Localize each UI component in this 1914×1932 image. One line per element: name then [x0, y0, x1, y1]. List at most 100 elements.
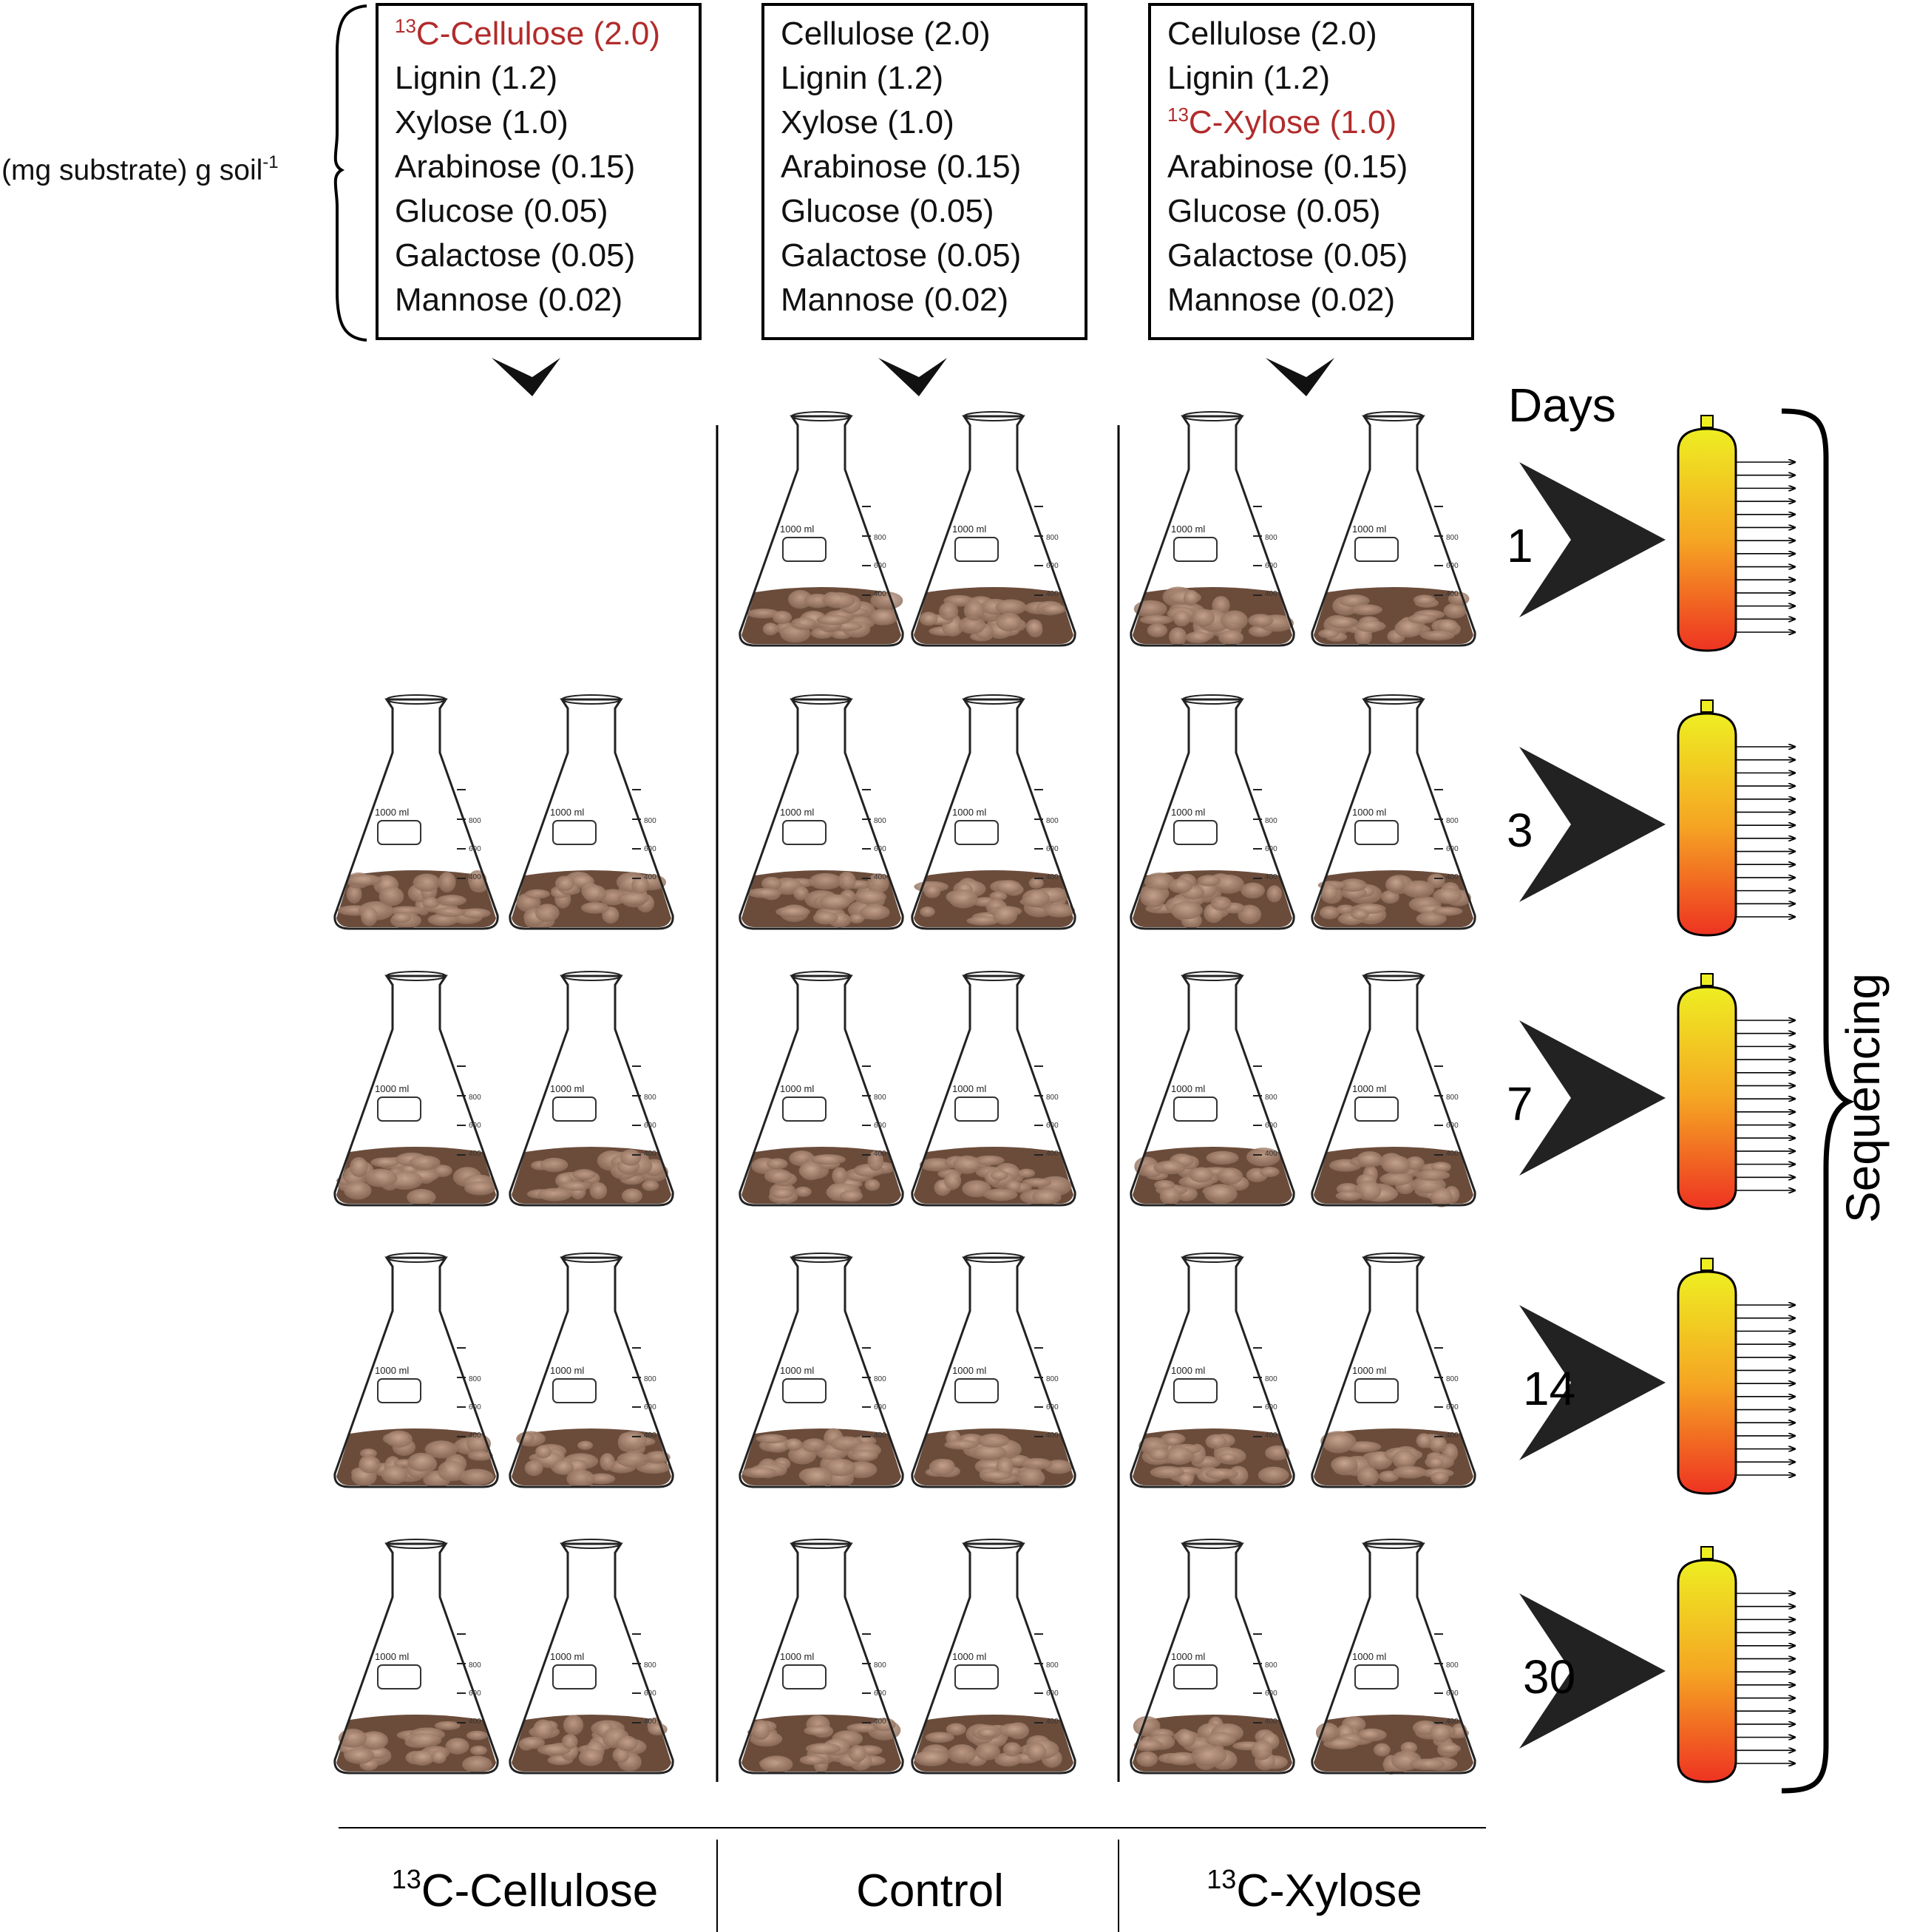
substrate-line: 13C-Xylose (1.0) [1167, 104, 1397, 140]
substrate-line: Glucose (0.05) [395, 193, 608, 229]
timeline-row-7: 7 [1507, 973, 1795, 1210]
flask-tick-label: 600 [874, 562, 886, 570]
flask: 800 600 400 1000 ml [739, 411, 904, 647]
substrate-line: Galactose (0.05) [1167, 237, 1408, 274]
flask-tick-label: 400 [1046, 1718, 1059, 1726]
flask: 800 600 400 1000 ml [509, 971, 674, 1207]
flask-volume-label: 1000 ml [952, 1365, 986, 1376]
flask-tick-label: 600 [874, 1403, 886, 1411]
flask-tick-label: 800 [874, 534, 886, 542]
timeline-row-1: 1 [1507, 415, 1795, 652]
flask-tick-label: 800 [1046, 534, 1059, 542]
flask-tick-label: 600 [469, 845, 481, 853]
flask-volume-label: 1000 ml [952, 1083, 986, 1094]
left-curly-brace [333, 4, 367, 342]
day-label: 3 [1507, 804, 1533, 857]
flask: 800 600 400 1000 ml [509, 1539, 674, 1775]
flask: 800 600 400 1000 ml [509, 1253, 674, 1488]
day-label: 30 [1523, 1650, 1575, 1704]
flask-tick-label: 800 [469, 817, 481, 825]
flask-volume-label: 1000 ml [952, 1651, 986, 1662]
substrate-line: Galactose (0.05) [395, 237, 635, 274]
flask-tick-label: 800 [874, 1094, 886, 1102]
flask-tick-label: 600 [1446, 1689, 1459, 1698]
flask-tick-label: 400 [469, 1718, 481, 1726]
soil [1314, 870, 1473, 927]
substrate-line: Lignin (1.2) [781, 60, 943, 96]
flask-tick-label: 600 [644, 1403, 656, 1411]
flask-tick-label: 400 [874, 873, 886, 881]
flask: 800 600 400 1000 ml [1130, 971, 1295, 1207]
substrate-line: Mannose (0.02) [1167, 282, 1395, 318]
flask-tick-label: 400 [469, 873, 481, 881]
flask: 800 600 400 1000 ml [1130, 411, 1295, 647]
day-arrow [1519, 1593, 1666, 1749]
flask-volume-label: 1000 ml [780, 1083, 814, 1094]
soil [741, 1147, 901, 1204]
substrate-line: Glucose (0.05) [781, 193, 994, 229]
flask-tick-label: 600 [1446, 845, 1459, 853]
soil [512, 1147, 671, 1204]
substrate-line: Galactose (0.05) [781, 237, 1021, 274]
timeline: 1 3 7 14 30 [1507, 415, 1795, 1783]
days-title: Days [1508, 379, 1616, 432]
timeline-row-3: 3 [1507, 699, 1795, 937]
flask-volume-label: 1000 ml [1352, 1651, 1386, 1662]
sequencing-tube [1677, 1546, 1795, 1783]
flask: 800 600 400 1000 ml [911, 971, 1076, 1207]
flask-volume-label: 1000 ml [1171, 1365, 1205, 1376]
flask-volume-label: 1000 ml [550, 1365, 584, 1376]
soil [336, 870, 496, 929]
substrate-line: Xylose (1.0) [395, 104, 569, 140]
flask-grid: 800 600 400 1000 ml 800 600 400 1000 ml 800 600 40… [333, 411, 1476, 1775]
column-label-xylose: 13C-Xylose [1207, 1864, 1422, 1916]
flask: 800 600 400 1000 ml [333, 1539, 499, 1775]
day-arrow [1519, 1020, 1666, 1176]
flask-tick-label: 400 [644, 1718, 656, 1726]
flask-tick-label: 600 [1265, 845, 1277, 853]
substrate-line: Glucose (0.05) [1167, 193, 1381, 229]
flask-tick-label: 400 [874, 590, 886, 598]
soil [336, 1147, 496, 1206]
flask-volume-label: 1000 ml [375, 807, 409, 818]
flask-tick-label: 600 [644, 1122, 656, 1130]
soil [1314, 587, 1473, 645]
flask-tick-label: 400 [644, 1150, 656, 1158]
flask: 800 600 400 1000 ml [1130, 1539, 1295, 1775]
flask-tick-label: 400 [1446, 1150, 1459, 1158]
substrate-boxes: 13C-Cellulose (2.0) Lignin (1.2) Xylose (1… [376, 3, 1474, 340]
flask-tick-label: 800 [1046, 1661, 1059, 1670]
unit-label: (mg substrate) g soil-1 [1, 152, 279, 186]
flask: 800 600 400 1000 ml [911, 411, 1076, 647]
soil [336, 1715, 496, 1773]
soil [741, 1715, 901, 1774]
sequencing-label: Sequencing [1836, 973, 1890, 1223]
flask-tick-label: 400 [1046, 1431, 1059, 1440]
flask: 800 600 400 1000 ml [739, 1253, 904, 1488]
soil [1314, 1147, 1473, 1207]
flask: 800 600 400 1000 ml [1311, 694, 1476, 930]
substrate-line: Lignin (1.2) [395, 60, 557, 96]
flask-tick-label: 400 [1265, 873, 1277, 881]
flask-tick-label: 800 [1446, 1661, 1459, 1670]
flask: 800 600 400 1000 ml [1311, 971, 1476, 1207]
flask: 800 600 400 1000 ml [509, 694, 674, 930]
flask-volume-label: 1000 ml [550, 807, 584, 818]
flask: 800 600 400 1000 ml [739, 694, 904, 930]
soil [512, 1715, 671, 1772]
flask-tick-label: 400 [874, 1718, 886, 1726]
flask-volume-label: 1000 ml [952, 807, 986, 818]
substrate-box-1: Cellulose (2.0) Lignin (1.2) Xylose (1.0) A… [761, 3, 1087, 340]
flask-tick-label: 400 [1265, 1431, 1277, 1440]
flask-tick-label: 600 [644, 1689, 656, 1698]
flask-volume-label: 1000 ml [1352, 1365, 1386, 1376]
flask-tick-label: 800 [1265, 817, 1277, 825]
flask-volume-label: 1000 ml [780, 807, 814, 818]
substrate-line: Mannose (0.02) [781, 282, 1008, 318]
flask-tick-label: 800 [1446, 534, 1459, 542]
timeline-row-14: 14 [1519, 1258, 1795, 1495]
flask-tick-label: 600 [1046, 1122, 1059, 1130]
flask-tick-label: 800 [1265, 1375, 1277, 1383]
flask-tick-label: 600 [874, 845, 886, 853]
flask-volume-label: 1000 ml [375, 1365, 409, 1376]
